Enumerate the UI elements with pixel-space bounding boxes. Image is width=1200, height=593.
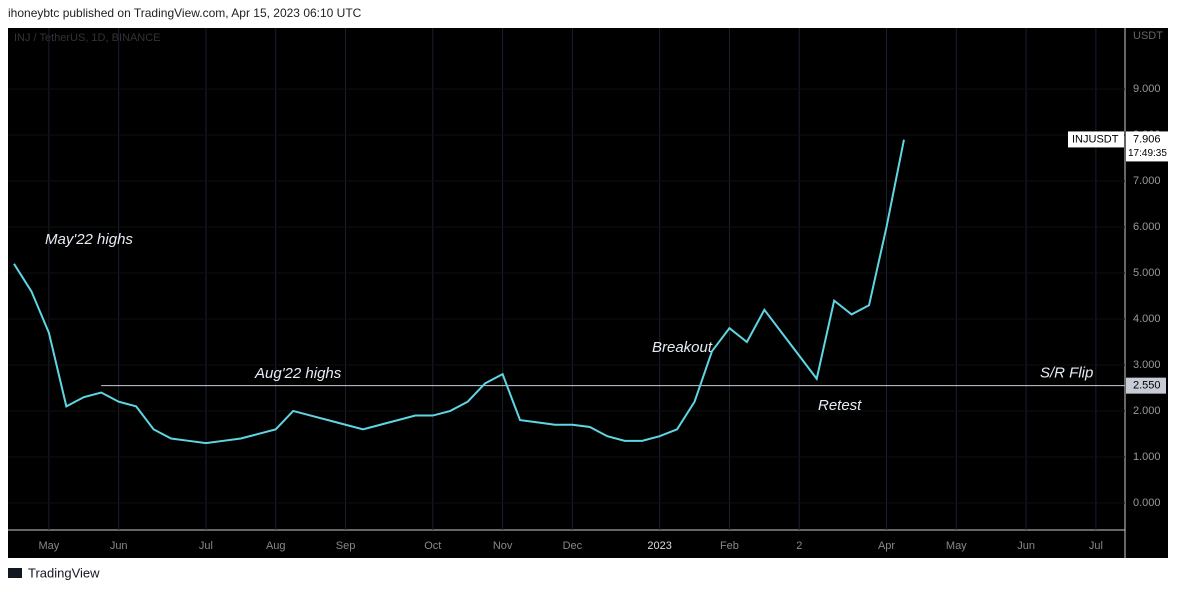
y-tick-label: 6.000 bbox=[1133, 221, 1161, 233]
sr-label: 2.550 bbox=[1133, 380, 1161, 392]
annotation: S/R Flip bbox=[1040, 365, 1093, 382]
annotation: May'22 highs bbox=[45, 231, 133, 248]
x-tick-label: Apr bbox=[878, 540, 895, 552]
x-tick-label: May bbox=[946, 540, 967, 552]
countdown: 17:49:35 bbox=[1128, 148, 1167, 159]
x-tick-label: Jul bbox=[199, 540, 213, 552]
price-box bbox=[1126, 131, 1168, 162]
annotation: Aug'22 highs bbox=[254, 365, 342, 382]
x-tick-label: Jun bbox=[110, 540, 128, 552]
x-tick-label: Feb bbox=[720, 540, 739, 552]
x-tick-label: Aug bbox=[266, 540, 286, 552]
y-tick-label: 2.000 bbox=[1133, 405, 1161, 417]
annotation: Retest bbox=[818, 397, 862, 414]
x-tick-label: Jun bbox=[1017, 540, 1035, 552]
chart-panel bbox=[8, 28, 1168, 558]
x-tick-label: Sep bbox=[336, 540, 356, 552]
price-line bbox=[13, 139, 905, 445]
y-tick-label: 0.000 bbox=[1133, 497, 1161, 509]
publish-info: ihoneybtc published on TradingView.com, … bbox=[8, 6, 362, 20]
symbol-box bbox=[1068, 131, 1124, 148]
y-tick-label: 3.000 bbox=[1133, 359, 1161, 371]
y-tick-label: 5.000 bbox=[1133, 267, 1161, 279]
x-tick-label: Jul bbox=[1089, 540, 1103, 552]
x-tick-label: 2023 bbox=[647, 540, 671, 552]
y-tick-label: 7.000 bbox=[1133, 175, 1161, 187]
y-tick-label: 4.000 bbox=[1133, 313, 1161, 325]
x-tick-label: May bbox=[39, 540, 60, 552]
last-price: 7.906 bbox=[1133, 133, 1161, 145]
x-tick-label: Nov bbox=[493, 540, 513, 552]
x-tick-label: 2 bbox=[796, 540, 802, 552]
y-tick-label: 1.000 bbox=[1133, 451, 1161, 463]
y-tick-label: 9.000 bbox=[1133, 83, 1161, 95]
y-axis-label: USDT bbox=[1133, 30, 1163, 42]
x-tick-label: Oct bbox=[424, 540, 441, 552]
tradingview-logo bbox=[8, 568, 22, 578]
x-tick-label: Dec bbox=[563, 540, 583, 552]
brand: TradingView bbox=[28, 565, 100, 580]
symbol-title: INJ / TetherUS, 1D, BINANCE bbox=[14, 32, 161, 44]
symbol-label: INJUSDT bbox=[1072, 133, 1119, 145]
sr-label-box bbox=[1126, 377, 1166, 394]
annotation: Breakout bbox=[652, 339, 713, 356]
